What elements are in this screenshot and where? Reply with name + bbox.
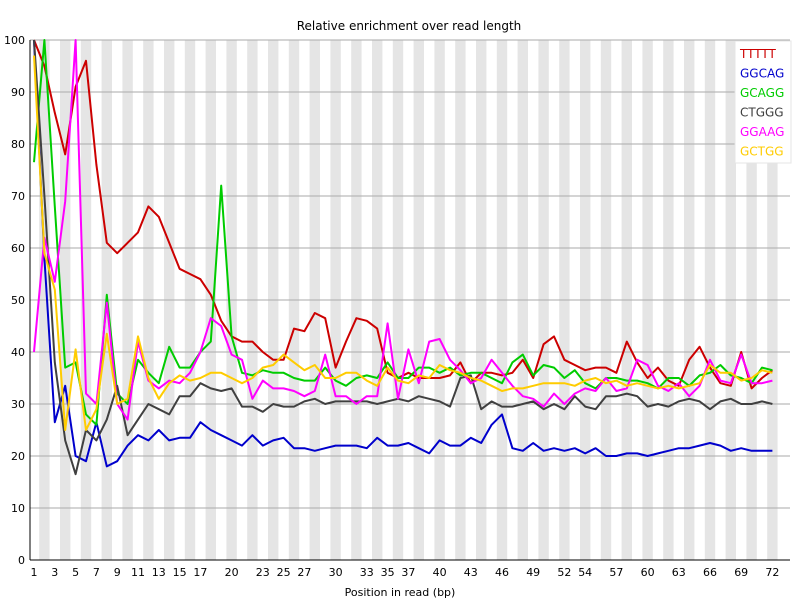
x-axis-label: Position in read (bp) (345, 586, 456, 599)
x-tick-label: 15 (173, 566, 187, 579)
y-tick-label: 70 (11, 190, 25, 203)
x-tick-label: 20 (225, 566, 239, 579)
y-tick-label: 100 (4, 34, 25, 47)
legend-entry-ggcag: GGCAG (740, 67, 784, 81)
y-tick-label: 50 (11, 294, 25, 307)
x-tick-label: 69 (734, 566, 748, 579)
x-tick-label: 33 (360, 566, 374, 579)
x-tick-label: 49 (526, 566, 540, 579)
x-tick-label: 9 (114, 566, 121, 579)
legend-entry-ggaag: GGAAG (740, 125, 784, 139)
x-tick-label: 7 (93, 566, 100, 579)
legend-entry-ctggg: CTGGG (740, 106, 784, 120)
y-tick-label: 40 (11, 346, 25, 359)
x-tick-label: 60 (641, 566, 655, 579)
y-tick-labels: 0 10 20 30 40 50 60 70 80 90 100 (4, 34, 25, 567)
series-lines (33, 39, 774, 476)
y-tick-label: 90 (11, 86, 25, 99)
legend: TTTTT GGCAG GCAGG CTGGG GGAAG GCTGG (734, 40, 792, 164)
x-tick-label: 23 (256, 566, 270, 579)
x-tick-labels: 1 3 5 7 9 11 13 15 17 20 23 25 27 30 33 35 37 40 43 46 49 52 5… (31, 566, 780, 579)
x-tick-label: 66 (703, 566, 717, 579)
y-tick-label: 60 (11, 242, 25, 255)
legend-entry-gctgg: GCTGG (740, 145, 784, 159)
x-tick-label: 57 (609, 566, 623, 579)
x-tick-label: 54 (578, 566, 592, 579)
legend-entry-gcagg: GCAGG (740, 86, 784, 100)
x-tick-label: 43 (464, 566, 478, 579)
x-tick-label: 13 (152, 566, 166, 579)
y-tick-label: 30 (11, 398, 25, 411)
x-tick-label: 63 (672, 566, 686, 579)
x-tick-label: 46 (495, 566, 509, 579)
x-tick-label: 11 (131, 566, 145, 579)
x-tick-label: 1 (31, 566, 38, 579)
x-tick-label: 27 (297, 566, 311, 579)
x-tick-label: 35 (381, 566, 395, 579)
series-line-gctgg (33, 55, 773, 431)
series-line-ctggg (33, 39, 773, 476)
x-tick-label: 3 (51, 566, 58, 579)
y-tick-label: 80 (11, 138, 25, 151)
x-tick-label: 25 (277, 566, 291, 579)
x-tick-label: 37 (401, 566, 415, 579)
x-tick-label: 30 (329, 566, 343, 579)
x-tick-label: 5 (72, 566, 79, 579)
series-line-ggaag (33, 39, 773, 421)
y-tick-label: 0 (18, 554, 25, 567)
y-tick-label: 20 (11, 450, 25, 463)
legend-box (734, 40, 792, 164)
x-tick-label: 40 (433, 566, 447, 579)
x-tick-label: 72 (765, 566, 779, 579)
chart-title: Relative enrichment over read length (297, 19, 522, 33)
x-tick-label: 52 (557, 566, 571, 579)
axes (29, 40, 790, 561)
y-tick-label: 10 (11, 502, 25, 515)
x-tick-label: 17 (193, 566, 207, 579)
series-line-ggcag (33, 39, 773, 468)
legend-entry-ttttt: TTTTT (739, 47, 776, 61)
